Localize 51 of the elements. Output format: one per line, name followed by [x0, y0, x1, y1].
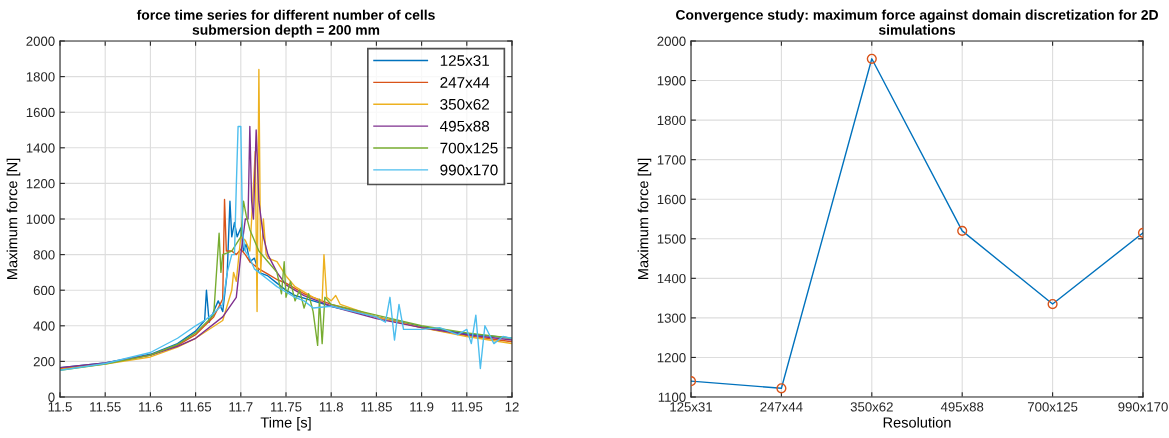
x-tick-label: 11.95 — [451, 402, 483, 412]
x-tick-label: 11.65 — [180, 402, 212, 412]
y-tick-label: 1100 — [658, 392, 686, 402]
x-tick-label: 990x170 — [1118, 402, 1168, 412]
x-tick-label: 11.8 — [319, 402, 343, 412]
x-tick-label: 11.9 — [410, 402, 434, 412]
y-tick-label: 0 — [48, 392, 55, 402]
legend-label: 247x44 — [440, 77, 490, 88]
y-axis-title: Maximum force [N] — [6, 158, 21, 279]
y-tick-label: 1000 — [26, 214, 55, 224]
y-tick-label: 1200 — [657, 353, 686, 363]
x-tick-label: 700x125 — [1027, 402, 1078, 412]
y-tick-label: 2000 — [26, 36, 55, 46]
y-tick-label: 1500 — [657, 234, 686, 244]
x-tick-label: 350x62 — [850, 402, 893, 412]
y-tick-label: 1900 — [657, 76, 686, 86]
chart-subtitle: submersion depth = 200 mm — [192, 24, 380, 38]
y-axis-title: Maximum force [N] — [637, 158, 652, 279]
chart-title: Convergence study: maximum force against domain discretization for 2D simulations — [676, 9, 1158, 35]
x-tick-label: 125x31 — [670, 402, 712, 412]
y-tick-label: 1200 — [26, 178, 55, 189]
y-tick-label: 1700 — [657, 155, 686, 165]
y-tick-label: 200 — [33, 356, 55, 367]
x-tick-label: 11.6 — [139, 402, 163, 412]
y-tick-label: 1800 — [657, 115, 686, 126]
y-tick-label: 1600 — [657, 194, 686, 205]
x-axis-title: Resolution — [883, 416, 951, 428]
chart-title: force time series for different number of cells — [136, 9, 435, 20]
y-tick-label: 1300 — [657, 313, 686, 323]
y-tick-label: 400 — [33, 321, 55, 331]
x-tick-label: 11.55 — [90, 402, 121, 412]
x-axis-title: Time [s] — [260, 416, 311, 431]
y-tick-label: 600 — [33, 285, 55, 296]
x-tick-label: 247x44 — [760, 402, 803, 412]
y-tick-label: 1400 — [657, 273, 686, 284]
legend-label: 495x88 — [439, 120, 490, 132]
y-tick-label: 800 — [33, 250, 55, 260]
x-tick-label: 11.75 — [270, 402, 302, 412]
legend-label: 700x125 — [440, 142, 498, 154]
x-tick-label: 495x88 — [940, 402, 984, 412]
y-tick-label: 1800 — [26, 72, 55, 82]
y-tick-label: 1400 — [26, 143, 55, 153]
y-tick-label: 1600 — [26, 107, 55, 118]
x-tick-label: 11.7 — [229, 402, 253, 412]
x-tick-label: 11.5 — [48, 402, 72, 412]
legend-label: 990x170 — [440, 164, 498, 176]
y-tick-label: 2000 — [657, 36, 686, 46]
legend-label: 350x62 — [440, 98, 489, 110]
legend-label: 125x31 — [440, 55, 490, 66]
x-tick-label: 12 — [505, 402, 519, 412]
x-tick-label: 11.85 — [361, 402, 392, 412]
